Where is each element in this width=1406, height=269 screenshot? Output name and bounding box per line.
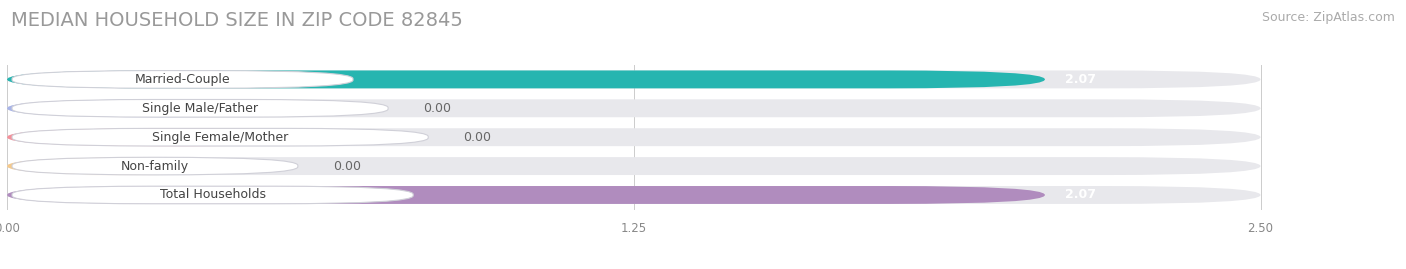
FancyBboxPatch shape xyxy=(7,70,1045,88)
FancyBboxPatch shape xyxy=(13,70,353,88)
Text: 2.07: 2.07 xyxy=(1064,73,1097,86)
FancyBboxPatch shape xyxy=(7,157,1261,175)
Text: 0.00: 0.00 xyxy=(464,131,491,144)
FancyBboxPatch shape xyxy=(7,99,315,117)
FancyBboxPatch shape xyxy=(13,100,388,117)
FancyBboxPatch shape xyxy=(7,99,1261,117)
FancyBboxPatch shape xyxy=(7,157,242,175)
FancyBboxPatch shape xyxy=(7,70,1261,88)
FancyBboxPatch shape xyxy=(13,157,298,175)
Text: Single Female/Mother: Single Female/Mother xyxy=(152,131,288,144)
Text: MEDIAN HOUSEHOLD SIZE IN ZIP CODE 82845: MEDIAN HOUSEHOLD SIZE IN ZIP CODE 82845 xyxy=(11,11,463,30)
FancyBboxPatch shape xyxy=(7,128,349,146)
FancyBboxPatch shape xyxy=(7,186,1261,204)
FancyBboxPatch shape xyxy=(13,186,413,204)
Text: 2.07: 2.07 xyxy=(1064,189,1097,201)
Text: 0.00: 0.00 xyxy=(423,102,451,115)
Text: Non-family: Non-family xyxy=(121,160,188,173)
Text: Source: ZipAtlas.com: Source: ZipAtlas.com xyxy=(1261,11,1395,24)
Text: 0.00: 0.00 xyxy=(333,160,361,173)
FancyBboxPatch shape xyxy=(13,128,429,146)
Text: Total Households: Total Households xyxy=(160,189,266,201)
FancyBboxPatch shape xyxy=(7,128,1261,146)
Text: Married-Couple: Married-Couple xyxy=(135,73,231,86)
FancyBboxPatch shape xyxy=(7,186,1045,204)
Text: Single Male/Father: Single Male/Father xyxy=(142,102,259,115)
